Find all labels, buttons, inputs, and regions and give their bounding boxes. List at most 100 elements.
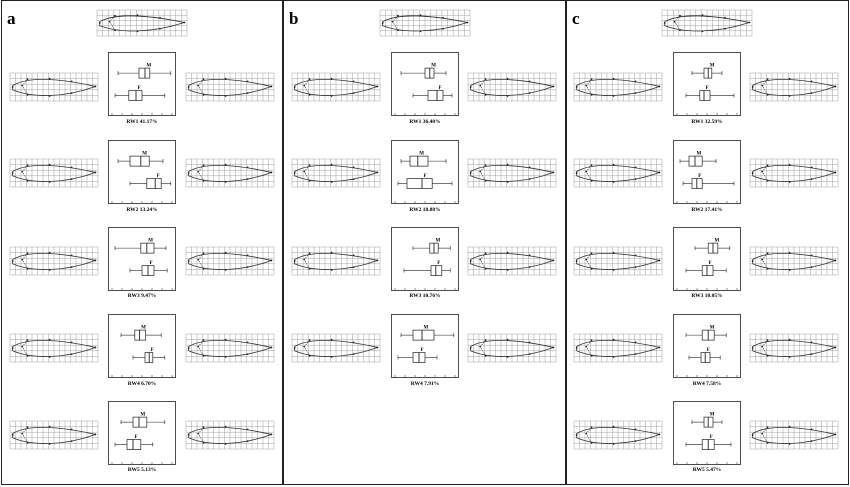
landmark-point — [26, 441, 29, 444]
female-label: F — [706, 86, 709, 91]
grid-lines — [291, 246, 381, 276]
rw-label: RW3 10.76% — [409, 293, 441, 299]
landmark-point — [376, 85, 379, 88]
plot-frame — [673, 401, 741, 465]
female-box — [699, 90, 711, 101]
landmark-point — [751, 172, 754, 174]
landmark-point — [484, 164, 487, 167]
landmark-point — [552, 346, 555, 349]
landmark-point — [293, 260, 296, 262]
landmark-point — [766, 426, 769, 429]
landmark-point — [834, 433, 837, 436]
landmark-point — [658, 85, 661, 88]
landmark-point — [810, 92, 813, 95]
landmark-point — [70, 80, 73, 83]
landmark-point — [26, 354, 29, 357]
landmark-point — [48, 356, 51, 358]
landmark-point — [70, 353, 73, 356]
landmark-point — [528, 178, 531, 181]
male-label: M — [710, 326, 715, 331]
grid-lines — [185, 72, 275, 102]
male-box — [688, 155, 703, 167]
deformation-grid-negative — [573, 72, 663, 102]
landmark-point — [788, 269, 791, 271]
landmark-point — [246, 353, 249, 356]
landmark-point — [612, 95, 615, 97]
male-label: M — [141, 413, 146, 418]
deformation-grid-positive — [185, 158, 275, 188]
landmark-point — [197, 84, 200, 87]
female-label: F — [707, 348, 710, 353]
landmark-point — [788, 251, 791, 254]
landmark-point — [94, 171, 97, 174]
consensus-shape-grid — [661, 9, 753, 37]
landmark-point — [48, 338, 51, 341]
landmark-point — [48, 163, 51, 166]
rw-boxplot: MF — [108, 314, 176, 378]
female-label: F — [421, 348, 424, 353]
rw-label: RW4 7.58% — [692, 381, 722, 387]
landmark-point — [246, 428, 249, 431]
rw-boxplot: MF — [108, 52, 176, 116]
landmark-point — [634, 428, 637, 431]
landmark-point — [21, 345, 24, 348]
landmark-point — [590, 179, 593, 182]
landmark-point — [484, 179, 487, 182]
plot-frame — [673, 314, 741, 378]
landmark-point — [98, 22, 101, 24]
grid-lines — [96, 9, 188, 37]
landmark-point — [585, 258, 588, 261]
landmark-point — [634, 440, 637, 443]
landmark-point — [469, 260, 472, 262]
landmark-point — [506, 163, 509, 166]
landmark-point — [11, 434, 14, 436]
plot-frame — [673, 140, 741, 204]
female-label: F — [437, 261, 440, 266]
landmark-point — [484, 78, 487, 81]
rw-boxplot: MF — [673, 52, 741, 116]
landmark-point — [187, 172, 190, 174]
landmark-point — [479, 84, 482, 87]
landmark-point — [70, 428, 73, 431]
rw-boxplot: MF — [391, 314, 459, 378]
deformation-grid-positive — [749, 333, 839, 363]
landmark-point — [466, 21, 469, 24]
landmark-point — [330, 356, 333, 358]
grid-lines — [185, 158, 275, 188]
landmark-point — [308, 339, 311, 342]
landmark-point — [634, 341, 637, 344]
landmark-point — [293, 86, 296, 88]
landmark-point — [352, 80, 355, 83]
landmark-point — [590, 354, 593, 357]
landmark-point — [11, 347, 14, 349]
male-label: M — [431, 64, 436, 69]
landmark-point — [381, 22, 384, 24]
landmark-point — [202, 164, 205, 167]
landmark-point — [21, 170, 24, 173]
landmark-point — [48, 77, 51, 80]
plot-frame — [108, 227, 176, 291]
landmark-point — [810, 80, 813, 83]
landmark-point — [810, 178, 813, 181]
male-label: M — [697, 152, 702, 157]
landmark-point — [202, 426, 205, 429]
rw-boxplot: MF — [391, 227, 459, 291]
landmark-point — [202, 93, 205, 96]
landmark-point — [419, 14, 422, 17]
landmark-point — [751, 434, 754, 436]
landmark-point — [751, 260, 754, 262]
male-label: M — [419, 152, 424, 157]
rw-label: RW2 17.41% — [691, 207, 723, 213]
plot-frame — [108, 401, 176, 465]
panel-letter: a — [7, 9, 16, 28]
deformation-grid-negative — [9, 420, 99, 450]
landmark-point — [528, 266, 531, 269]
rw-boxplot: MF — [391, 140, 459, 204]
grid-lines — [661, 9, 753, 37]
landmark-point — [612, 443, 615, 445]
grid-lines — [467, 72, 557, 102]
landmark-point — [658, 171, 661, 174]
landmark-point — [376, 171, 379, 174]
landmark-point — [246, 166, 249, 169]
landmark-point — [506, 181, 509, 183]
